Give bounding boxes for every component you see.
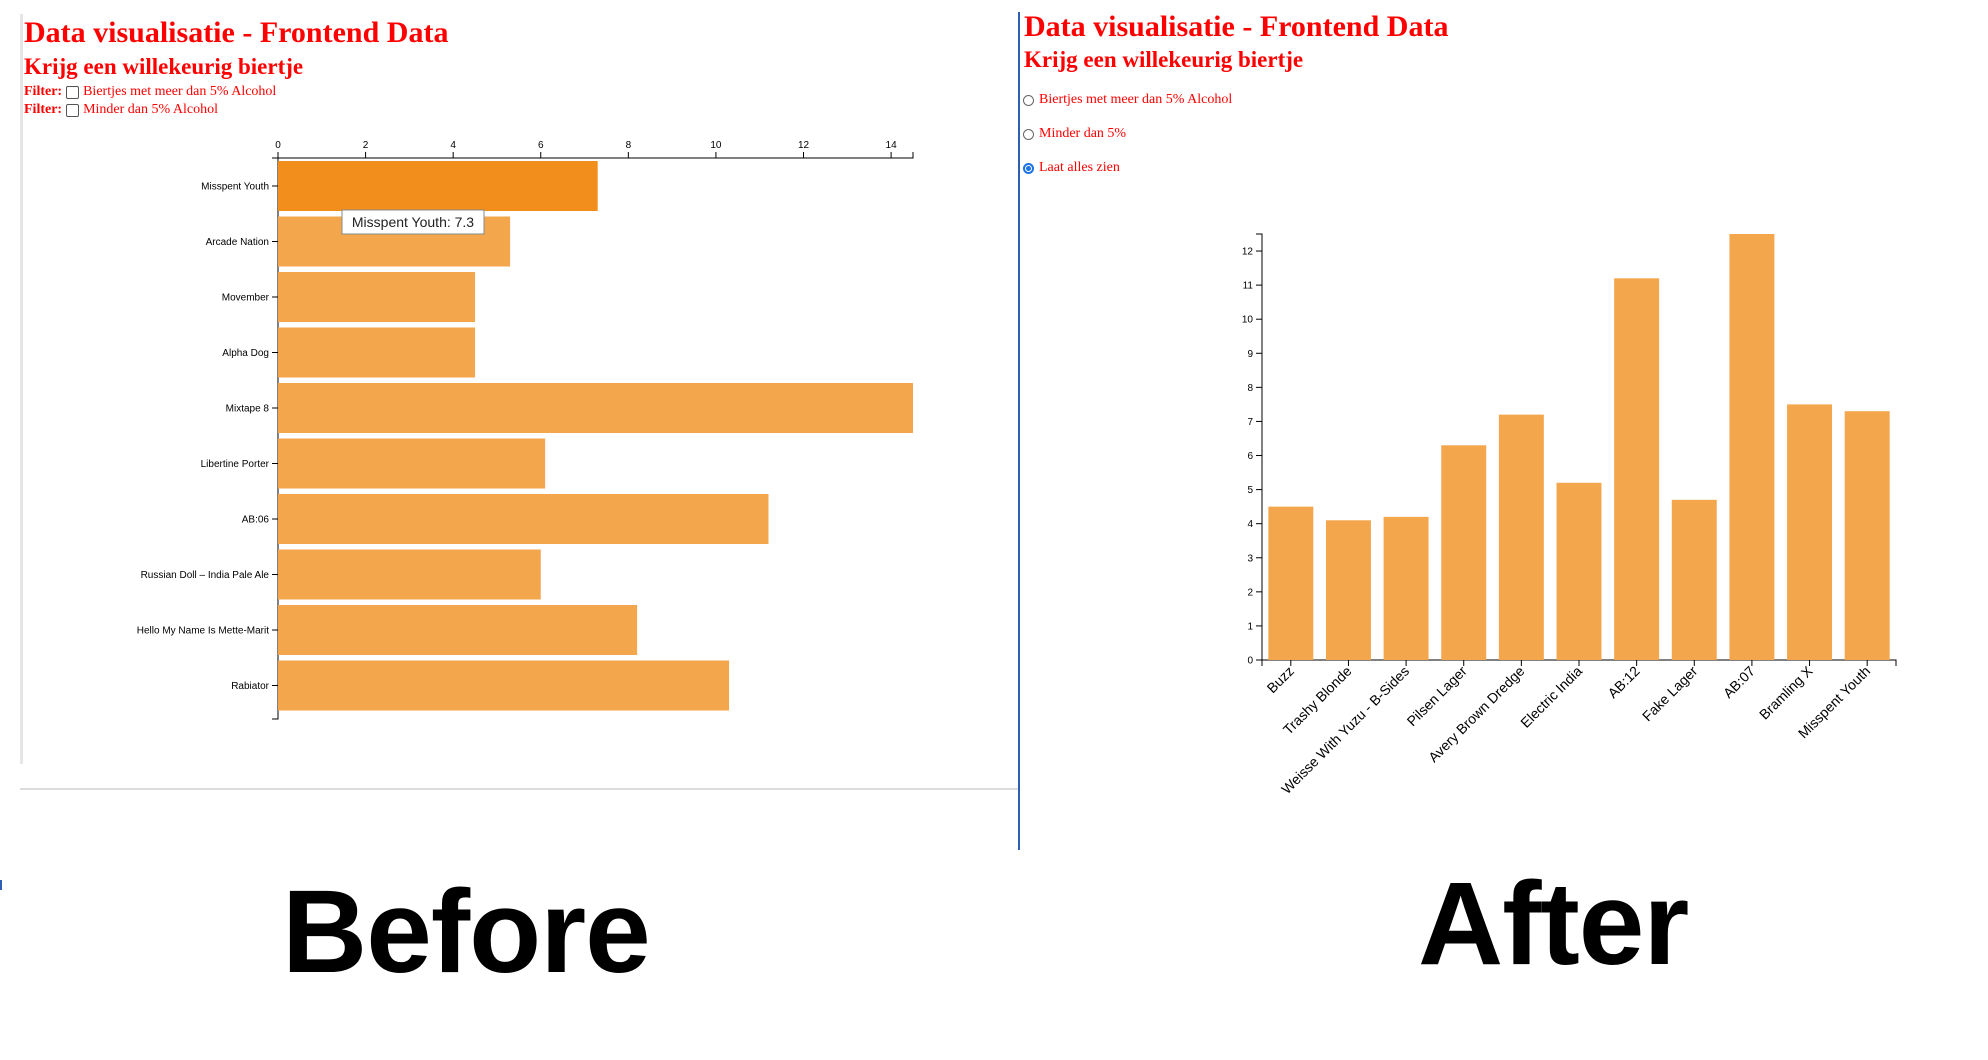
after-panel: Data visualisatie - Frontend Data Krijg … [1020,0,1988,848]
y-tick-label: 12 [1242,247,1254,258]
x-tick-label: 12 [798,140,810,151]
tooltip: Misspent Youth: 7.3 [341,209,485,235]
bar [1729,234,1775,660]
bar [278,660,730,711]
y-tick-label: 10 [1242,315,1254,326]
x-tick-label: Avery Brown Dredge [1425,663,1528,766]
x-tick-label: 6 [538,140,544,151]
radio-row-show-all[interactable]: Laat alles zien [1023,160,1120,176]
bar [278,272,476,322]
y-tick-label: Hello My Name Is Mette-Marit [137,626,269,637]
horizontal-bar-chart: 0 2 4 6 8 10 12 14 Misspent Youth Arcade Nation Mo… [137,140,914,720]
x-tick-label: Electric India [1517,663,1585,731]
y-tick-label: Arcade Nation [206,237,269,248]
y-tick-label: 3 [1247,553,1253,564]
bar [278,327,476,378]
bar [1441,445,1487,660]
tooltip-box [341,209,485,235]
y-tick-label: 4 [1247,519,1253,530]
radio-show-all[interactable] [1023,162,1034,174]
filter-label: Filter: [24,102,63,117]
y-tick-label: Misspent Youth [201,182,269,193]
before-panel: Data visualisatie - Frontend Data Krijg … [0,0,1018,800]
y-tick-label: 7 [1247,417,1253,428]
x-tick-label: Fake Lager [1639,663,1701,725]
tooltip-text: Misspent Youth: 7.3 [352,214,474,230]
bar [278,494,769,544]
bar [1671,499,1717,660]
y-axis-line [272,157,279,720]
y-tick-label: 2 [1247,587,1253,598]
bar [1844,411,1890,660]
x-tick-label: 0 [275,140,281,151]
filter-row-under-5[interactable]: Filter: Minder dan 5% Alcohol [24,102,218,118]
y-tick-label: Mixtape 8 [226,404,270,415]
page-subtitle: Krijg een willekeurig biertje [1024,47,1304,72]
y-tick-label: 5 [1247,485,1253,496]
page-title: Data visualisatie - Frontend Data [1024,10,1449,43]
x-tick-label: Buzz [1264,663,1297,696]
filter-text-over-5: Biertjes met meer dan 5% Alcohol [83,84,277,99]
filter-checkbox-over-5[interactable] [66,85,80,99]
y-tick-label: Russian Doll – India Pale Ale [141,570,270,581]
left-border [20,14,23,764]
bar [278,605,638,655]
x-tick-label: 10 [710,140,722,151]
y-tick-label: Movember [222,293,270,304]
radio-text-over-5: Biertjes met meer dan 5% Alcohol [1039,92,1233,107]
x-tick-label: 2 [363,140,369,151]
y-tick-label: 6 [1247,451,1253,462]
bar [1556,482,1602,660]
bar [1383,516,1429,660]
y-tick-label: 1 [1247,621,1253,632]
panel-divider [20,788,1018,790]
radio-text-under-5: Minder dan 5% [1039,126,1127,141]
radio-under-5[interactable] [1023,128,1034,140]
y-tick-label: AB:06 [242,515,270,526]
radio-text-show-all: Laat alles zien [1039,160,1120,175]
filter-checkbox-under-5[interactable] [66,103,80,117]
corner-mark [0,880,2,890]
y-axis-line [1256,233,1263,661]
y-tick-label: 8 [1247,383,1253,394]
bar [1268,506,1314,660]
x-axis-line [277,152,914,159]
x-tick-label: 8 [626,140,632,151]
bar [278,383,913,433]
filter-label: Filter: [24,84,63,99]
panel-divider-vertical [1018,12,1020,850]
y-tick-label: Rabiator [231,681,269,692]
radio-row-over-5[interactable]: Biertjes met meer dan 5% Alcohol [1023,92,1232,108]
bar [278,161,598,211]
y-tick-label: Alpha Dog [222,348,269,359]
bar [1787,404,1833,660]
bar [278,549,541,600]
filter-text-under-5: Minder dan 5% Alcohol [83,102,219,117]
x-tick-label: AB:07 [1720,663,1758,701]
page-subtitle: Krijg een willekeurig biertje [24,54,304,79]
bar [1498,414,1544,660]
x-tick-label: AB:12 [1604,663,1642,701]
x-tick-label: 4 [450,140,456,151]
radio-over-5[interactable] [1023,94,1034,106]
page-title: Data visualisatie - Frontend Data [24,16,449,49]
filter-row-over-5[interactable]: Filter: Biertjes met meer dan 5% Alcohol [24,84,276,100]
y-tick-label: 0 [1247,656,1253,667]
y-tick-label: 9 [1247,349,1253,360]
bar [1614,278,1660,660]
bar [1325,520,1371,660]
y-tick-label: Libertine Porter [201,459,270,470]
x-tick-label: 14 [886,140,898,151]
bar [278,438,546,489]
y-tick-label: 11 [1243,281,1254,292]
radio-row-under-5[interactable]: Minder dan 5% [1023,126,1126,142]
caption-after: After [1418,858,1689,990]
x-tick-label: Bramling X [1756,662,1816,722]
caption-before: Before [282,866,651,998]
